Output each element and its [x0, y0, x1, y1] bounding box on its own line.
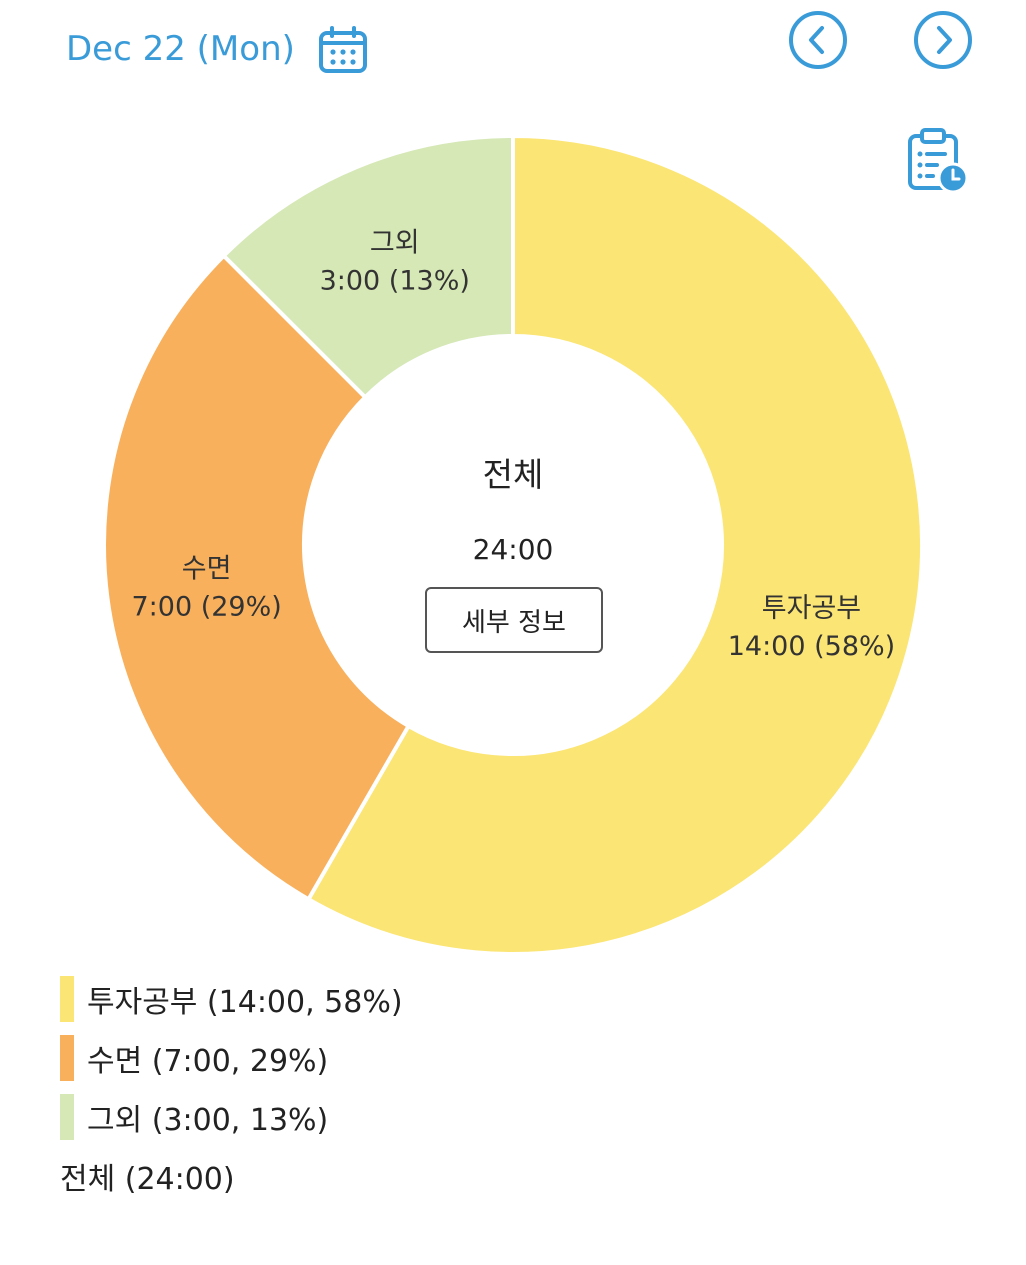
slice-label-value: 3:00 (13%) — [320, 266, 470, 297]
legend-item: 수면 (7:00, 29%) — [60, 1034, 403, 1082]
legend-item: 그외 (3:00, 13%) — [60, 1093, 403, 1141]
legend-swatch — [60, 1035, 74, 1081]
chevron-right-circle-icon[interactable] — [912, 9, 974, 71]
slice-label-name: 그외 — [370, 228, 420, 259]
slice-label-value: 7:00 (29%) — [131, 591, 281, 622]
detail-button[interactable]: 세부 정보 — [425, 587, 603, 653]
legend-label: 그외 (3:00, 13%) — [87, 1103, 329, 1138]
chevron-left-circle-icon[interactable] — [787, 9, 849, 71]
donut-slice[interactable] — [102, 252, 412, 902]
legend-label: 수면 (7:00, 29%) — [87, 1044, 329, 1079]
slice-label-name: 투자공부 — [762, 593, 861, 624]
legend-label: 투자공부 (14:00, 58%) — [87, 985, 403, 1020]
calendar-icon[interactable] — [318, 26, 368, 74]
center-title: 전체 — [482, 455, 544, 494]
donut-slice[interactable] — [305, 133, 924, 956]
legend-item: 투자공부 (14:00, 58%) — [60, 975, 403, 1023]
slice-label-value: 14:00 (58%) — [728, 631, 895, 662]
legend-swatch — [60, 1094, 74, 1140]
chart-legend: 투자공부 (14:00, 58%) 수면 (7:00, 29%) 그외 (3:0… — [60, 975, 403, 1200]
legend-total: 전체 (24:00) — [60, 1162, 235, 1197]
slice-label-name: 수면 — [182, 553, 232, 584]
legend-swatch — [60, 976, 74, 1022]
clipboard-clock-icon[interactable] — [905, 128, 969, 194]
center-total: 24:00 — [472, 533, 554, 566]
donut-slice[interactable] — [220, 133, 515, 401]
date-title[interactable]: Dec 22 (Mon) — [66, 29, 295, 69]
